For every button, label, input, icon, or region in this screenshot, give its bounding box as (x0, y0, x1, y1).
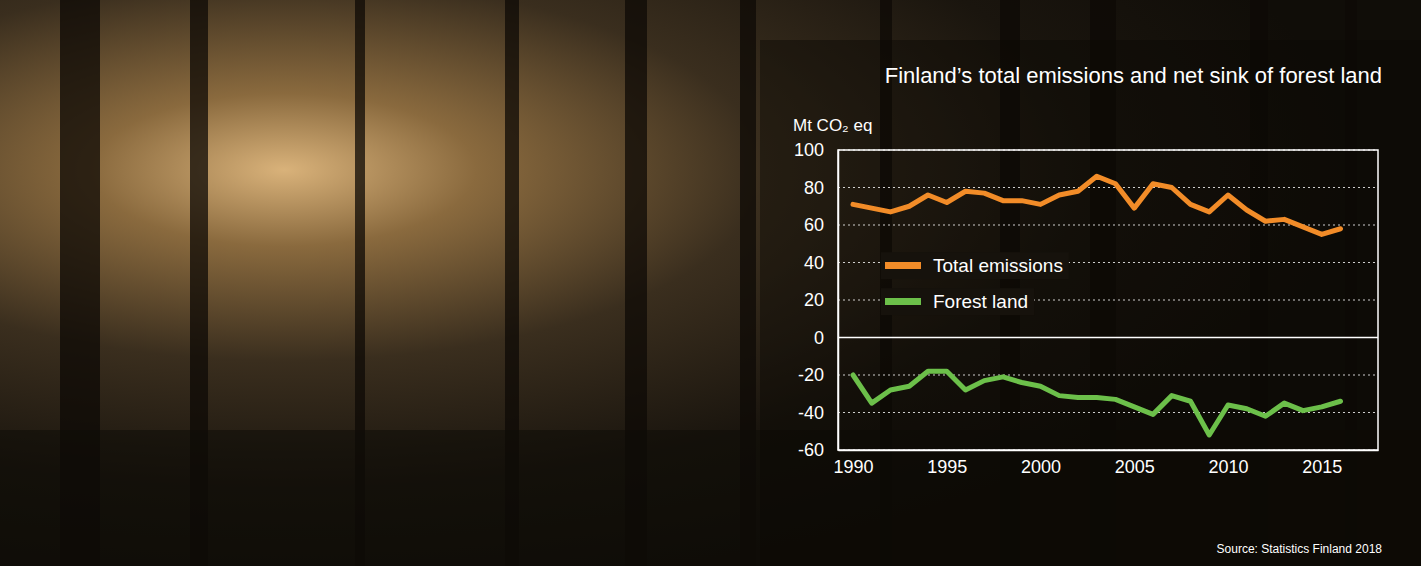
tick-label: -40 (798, 403, 824, 423)
series-line (853, 371, 1341, 435)
tick: 0 (814, 328, 838, 348)
tick: -40 (798, 403, 838, 423)
tick: 100 (794, 140, 838, 160)
tick: 2015 (1302, 450, 1342, 477)
tick-label: 20 (804, 290, 824, 310)
chart-root: -60 -40 -20 0 20 40 60 80 100 1990 1995 2000 2005 201… (0, 0, 1421, 566)
tick-label: 80 (804, 178, 824, 198)
tick: 60 (804, 215, 838, 235)
tick: 2010 (1208, 450, 1248, 477)
tick-label: 1995 (927, 457, 967, 477)
tick-label: -20 (798, 365, 824, 385)
tick: 1990 (833, 450, 873, 477)
grid (838, 150, 1378, 450)
y-axis-title: Mt CO₂ eq (793, 116, 872, 135)
legend-patch (881, 252, 1069, 279)
axis-line (839, 450, 1379, 452)
tick-label: 2005 (1115, 457, 1155, 477)
background (0, 0, 1421, 566)
legend-label: Total emissions (933, 255, 1063, 276)
tick: 20 (804, 290, 838, 310)
axis-line (838, 151, 840, 451)
tick-label: 100 (794, 140, 824, 160)
series-line (853, 176, 1341, 234)
grid-line (838, 337, 1378, 339)
title: Finland’s total emissions and net sink o… (885, 63, 1382, 88)
tick-label: 2000 (1021, 457, 1061, 477)
tick: 2005 (1115, 450, 1155, 477)
legend-patch (881, 288, 1034, 315)
tick: 1995 (927, 450, 967, 477)
lines (853, 176, 1341, 435)
tick: -20 (798, 365, 838, 385)
tick-label: 0 (814, 328, 824, 348)
legend-swatch (885, 262, 921, 269)
source-note: Source: Statistics Finland 2018 (1217, 542, 1383, 556)
tick-label: 2010 (1208, 457, 1248, 477)
grid-line (838, 412, 1378, 413)
x-axis: 1990 1995 2000 2005 2010 2015 (833, 450, 1378, 477)
tick: 80 (804, 178, 838, 198)
tick-label: 2015 (1302, 457, 1342, 477)
legend-label: Forest land (933, 291, 1028, 312)
chart-shade (760, 40, 1421, 566)
y-axis: -60 -40 -20 0 20 40 60 80 100 (794, 140, 839, 460)
tick: -60 (798, 440, 838, 460)
tick-label: 1990 (833, 457, 873, 477)
plot-frame (838, 150, 1378, 450)
tick: 2000 (1021, 450, 1061, 477)
grid-line (838, 187, 1378, 188)
tick: 40 (804, 253, 838, 273)
legend-swatch (885, 298, 921, 305)
tick-label: -60 (798, 440, 824, 460)
legend: Total emissions Forest land (881, 252, 1069, 315)
grid-line (838, 300, 1378, 301)
tick-label: 60 (804, 215, 824, 235)
tick-label: 40 (804, 253, 824, 273)
